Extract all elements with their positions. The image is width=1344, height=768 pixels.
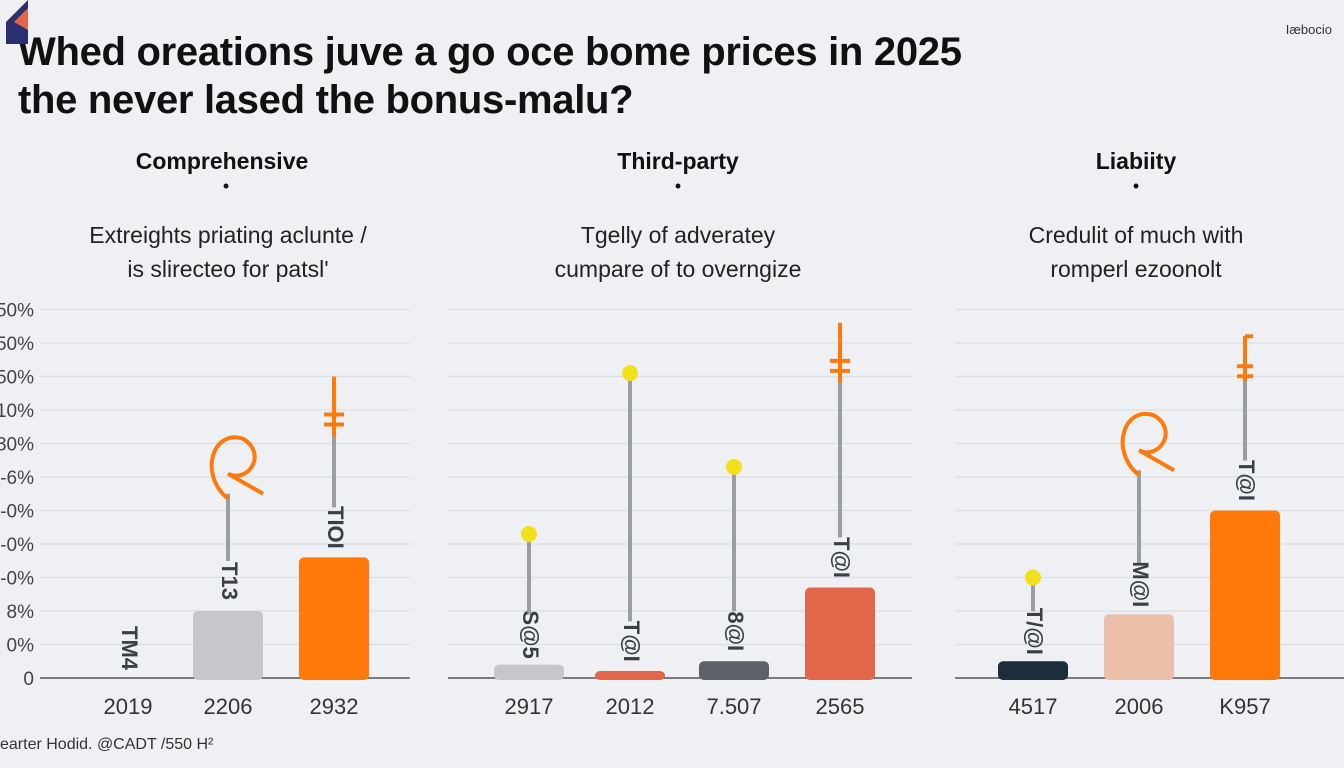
bar bbox=[1104, 614, 1174, 680]
y-tick-label: 0% bbox=[7, 636, 35, 657]
y-tick-label: -0% bbox=[0, 535, 34, 556]
x-tick-label: 2019 bbox=[104, 694, 153, 719]
bar bbox=[494, 664, 564, 680]
marker-dot bbox=[1025, 569, 1041, 586]
marker-cross bbox=[324, 376, 344, 437]
y-tick-label: 0 bbox=[23, 669, 34, 690]
marker-cross bbox=[830, 322, 850, 383]
footer-source: earter Hodid. @CADT /550 H² bbox=[0, 736, 214, 753]
x-tick-label: 2006 bbox=[1115, 694, 1164, 719]
marker-dot bbox=[622, 365, 638, 382]
x-tick-label: 2206 bbox=[204, 694, 253, 719]
marker-dot bbox=[521, 525, 537, 542]
marker-loop bbox=[209, 435, 264, 501]
y-tick-label: 8% bbox=[7, 602, 35, 623]
bar bbox=[998, 661, 1068, 680]
bar-value-label: T@I bbox=[619, 621, 644, 662]
marker-loop bbox=[1120, 411, 1175, 477]
subtitle-line: Tgelly of adveratey bbox=[580, 222, 776, 248]
panel-bullet: • bbox=[1132, 176, 1140, 196]
bar-value-label: T13 bbox=[217, 562, 242, 600]
x-tick-label: 2565 bbox=[816, 694, 865, 719]
bar-value-label: TIOI bbox=[323, 506, 348, 549]
y-tick-label: -0% bbox=[0, 502, 34, 523]
subtitle-line: Extreights priating aclunte / bbox=[89, 222, 367, 248]
marker-dot bbox=[726, 458, 742, 475]
y-tick-label: 50% bbox=[0, 368, 34, 389]
bar-value-label: T@I bbox=[1234, 460, 1259, 501]
bar-value-label: M@I bbox=[1128, 561, 1153, 607]
panel-subtitle: Credulit of much with romperl ezoonolt bbox=[926, 218, 1344, 286]
bar bbox=[805, 587, 875, 680]
bar-value-label: S@5 bbox=[518, 610, 543, 658]
chart-title: Whed oreations juve a go oce bome prices… bbox=[18, 28, 962, 124]
subtitle-line: is slirecteo for patsl' bbox=[127, 256, 329, 282]
panel-bullet: • bbox=[222, 176, 230, 196]
x-tick-label: 4517 bbox=[1009, 694, 1058, 719]
marker-flag bbox=[1237, 334, 1253, 382]
panel-subtitle: Extreights priating aclunte / is slirect… bbox=[18, 218, 438, 286]
y-tick-label: 10% bbox=[0, 401, 34, 422]
bar-value-label: T@I bbox=[829, 537, 854, 578]
panel-title-third-party: Third-party bbox=[617, 148, 739, 174]
x-tick-label: 2012 bbox=[606, 694, 655, 719]
x-tick-label: 2917 bbox=[505, 694, 554, 719]
bar bbox=[299, 557, 369, 680]
y-tick-label: -6% bbox=[0, 468, 34, 489]
panel-bullet: • bbox=[674, 176, 682, 196]
bar bbox=[193, 611, 263, 680]
panel-subtitle: Tgelly of adveratey cumpare of to overng… bbox=[468, 218, 888, 286]
title-line-2: the never lased the bonus-malu? bbox=[18, 78, 634, 122]
y-tick-label: 30% bbox=[0, 435, 34, 456]
y-tick-label: 50% bbox=[0, 334, 34, 355]
bar bbox=[1210, 510, 1280, 680]
bar-value-label: TM4 bbox=[117, 626, 142, 671]
x-tick-label: 7.507 bbox=[706, 694, 761, 719]
corner-logo-icon bbox=[6, 0, 28, 44]
bar-value-label: T/@I bbox=[1022, 608, 1047, 655]
x-tick-label: 2932 bbox=[310, 694, 359, 719]
title-line-1: Whed oreations juve a go oce bome prices… bbox=[18, 30, 962, 74]
bar bbox=[595, 671, 665, 680]
panel-title-comprehensive: Comprehensive bbox=[135, 148, 309, 174]
y-tick-label: -0% bbox=[0, 569, 34, 590]
bar bbox=[699, 661, 769, 680]
bar-value-label: 8@I bbox=[723, 611, 748, 651]
y-tick-label: 50% bbox=[0, 301, 34, 322]
subtitle-line: Credulit of much with bbox=[1028, 222, 1244, 248]
brand-logo: Iæbocio bbox=[1285, 22, 1332, 37]
subtitle-line: romperl ezoonolt bbox=[1050, 256, 1222, 282]
x-tick-label: K957 bbox=[1219, 694, 1270, 719]
panel-title-liability: Liabiity bbox=[1095, 148, 1177, 174]
subtitle-line: cumpare of to overngize bbox=[554, 256, 802, 282]
